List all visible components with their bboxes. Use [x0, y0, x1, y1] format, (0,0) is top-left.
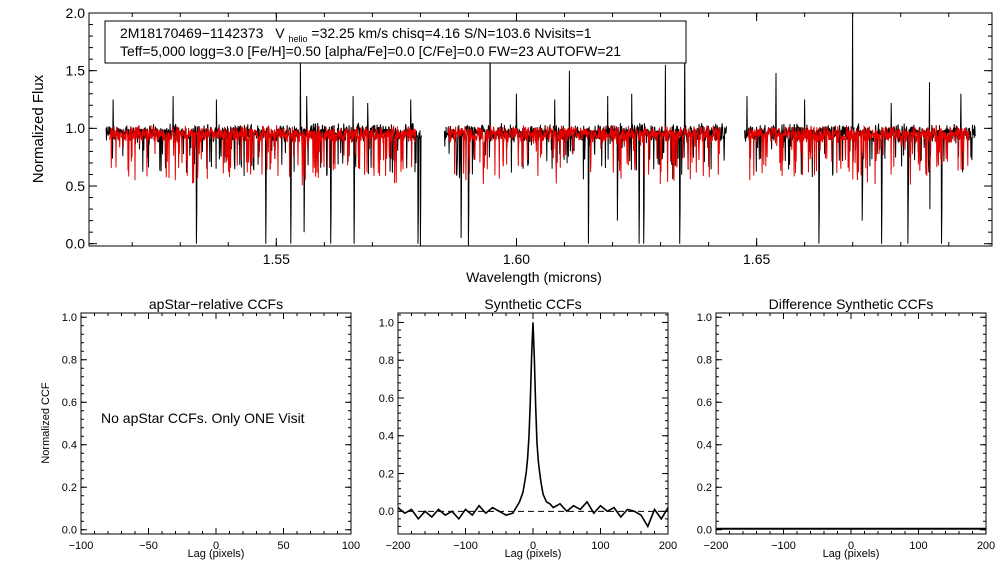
y-tick-label: 0.6	[379, 393, 394, 405]
y-tick-label: 0.8	[697, 355, 712, 367]
x-tick-label: −100	[453, 540, 478, 552]
x-tick-label: 100	[591, 540, 609, 552]
x-tick-label: 100	[342, 540, 360, 552]
y-tick-label: 0.0	[379, 506, 394, 518]
ccf-ylabel: Normalized CCF	[40, 382, 52, 464]
y-tick-label: 0.2	[379, 468, 394, 480]
spectrum-xlabel: Wavelength (microns)	[466, 269, 602, 285]
spectrum-axes: 1.55 1.60 1.65 0.0 0.5 1.0 1.5 2.0	[66, 5, 992, 267]
synthetic-ccf-line	[397, 322, 669, 529]
x-tick-label: 200	[659, 540, 677, 552]
y-tick-label: 0.5	[66, 178, 86, 194]
no-ccf-message: No apStar CCFs. Only ONE Visit	[101, 410, 305, 426]
difference-ccf-title: Difference Synthetic CCFs	[769, 296, 934, 312]
synthetic-ccf-panel-frame	[397, 312, 669, 535]
star-info-box	[104, 20, 687, 64]
model-spectrum-line	[109, 125, 417, 186]
x-tick-label: 1.60	[503, 251, 530, 267]
star-info-line2: Teff=5,000 logg=3.0 [Fe/H]=0.50 [alpha/F…	[120, 43, 621, 59]
star-id: 2M18170469−1142373	[120, 25, 264, 41]
y-tick-label: 0.0	[62, 525, 77, 537]
apstar-ccf-title: apStar−relative CCFs	[149, 296, 283, 312]
spectrum-panel-frame	[88, 12, 993, 247]
synthetic-ccf-xlabel: Lag (pixels)	[505, 548, 562, 560]
velocity-subscript: helio	[289, 34, 308, 44]
difference-ccf-xlabel: Lag (pixels)	[823, 548, 880, 560]
y-tick-label: 0.8	[62, 355, 77, 367]
y-tick-label: 0.4	[697, 440, 712, 452]
x-tick-label: −200	[386, 540, 411, 552]
model-spectrum-line	[748, 124, 970, 185]
model-spectrum-line	[447, 125, 721, 185]
velocity-symbol: V	[275, 25, 285, 41]
x-tick-label: −200	[704, 540, 729, 552]
star-stats: =32.25 km/s chisq=4.16 S/N=103.6 Nvisits…	[311, 25, 591, 41]
y-tick-label: 0.4	[379, 431, 394, 443]
x-tick-label: 0	[530, 540, 536, 552]
synthetic-ccf-title: Synthetic CCFs	[484, 296, 581, 312]
y-tick-label: 1.0	[379, 317, 394, 329]
x-tick-label: 100	[909, 540, 927, 552]
x-tick-label: 1.55	[263, 251, 290, 267]
y-tick-label: 1.0	[66, 120, 86, 136]
y-tick-label: 1.0	[62, 312, 77, 324]
apstar-ccf-xlabel: Lag (pixels)	[188, 548, 245, 560]
synthetic-ccf-plot	[397, 322, 669, 529]
difference-ccf-panel-frame	[715, 312, 987, 535]
star-info-line1: 2M18170469−1142373 V helio =32.25 km/s c…	[120, 25, 592, 45]
y-tick-label: 0.6	[62, 397, 77, 409]
spectrum-ylabel: Normalized Flux	[30, 74, 47, 183]
synthetic-ccf-axes: −200 −100 0 100 200 0.0 0.2 0.4 0.6 0.8 1.0	[379, 313, 677, 552]
x-tick-label: 1.65	[743, 251, 770, 267]
y-tick-label: 0.8	[379, 355, 394, 367]
x-tick-label: 50	[277, 540, 289, 552]
x-tick-label: −100	[771, 540, 796, 552]
y-tick-label: 0.2	[62, 482, 77, 494]
x-tick-label: 0	[848, 540, 854, 552]
y-tick-label: 0.0	[66, 236, 86, 252]
y-tick-label: 1.5	[66, 63, 86, 79]
spectrum-plot	[105, 12, 976, 244]
x-tick-label: 0	[213, 540, 219, 552]
x-tick-label: −50	[139, 540, 158, 552]
y-tick-label: 1.0	[697, 312, 712, 324]
y-tick-label: 0.6	[697, 397, 712, 409]
apstar-ccf-axes: −100 −50 0 50 100 0.0 0.2 0.4 0.6 0.8 1.0	[62, 312, 360, 552]
difference-ccf-axes: −200 −100 0 100 200 0.0 0.2 0.4 0.6 0.8 1.0	[697, 312, 995, 552]
y-tick-label: 0.2	[697, 482, 712, 494]
y-tick-label: 2.0	[66, 5, 86, 21]
x-tick-label: −100	[69, 540, 94, 552]
y-tick-label: 0.4	[62, 440, 77, 452]
y-tick-label: 0.0	[697, 525, 712, 537]
x-tick-label: 200	[977, 540, 995, 552]
